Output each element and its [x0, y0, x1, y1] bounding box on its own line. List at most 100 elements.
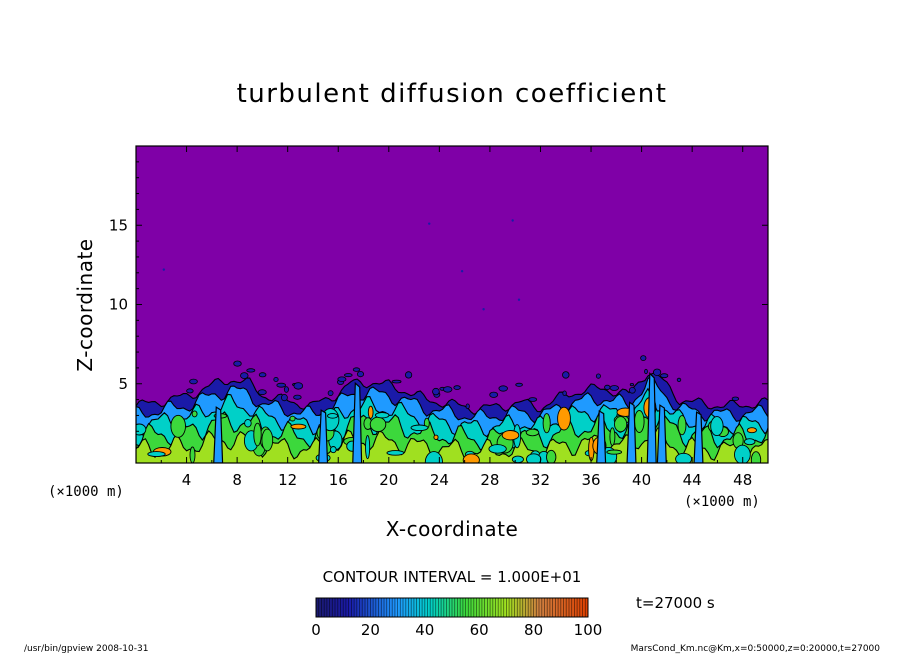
plume-column — [693, 411, 704, 463]
x-tick-label: 16 — [329, 471, 348, 489]
contour-patch — [710, 416, 724, 437]
contour-patch — [743, 438, 756, 446]
contour-patch — [261, 428, 274, 452]
contour-patch — [374, 412, 390, 419]
eddy — [283, 386, 289, 393]
eddy — [432, 387, 440, 396]
contour-patch — [147, 451, 166, 458]
contour-interval: CONTOUR INTERVAL = 1.000E+01 — [323, 568, 582, 586]
contour-patch — [606, 449, 623, 455]
contour-patch — [677, 415, 687, 436]
x-tick-label: 48 — [733, 471, 752, 489]
contour-patch — [488, 444, 507, 454]
eddy — [628, 386, 636, 394]
eddy — [609, 385, 620, 391]
contour-patch — [750, 451, 762, 463]
eddy — [443, 386, 453, 393]
colorbar-frame — [315, 597, 589, 618]
x-tick-label: 28 — [480, 471, 499, 489]
contour-patch — [367, 405, 374, 419]
x-tick-label: 24 — [430, 471, 449, 489]
eddy — [465, 403, 470, 410]
speck — [428, 222, 431, 225]
colorbar-tick-label: 80 — [524, 621, 543, 639]
eddy — [343, 373, 353, 378]
speck — [460, 270, 464, 273]
contour-patch — [614, 416, 628, 433]
contour-patch — [525, 428, 540, 437]
eddy — [453, 385, 461, 390]
y-tick-label: 15 — [109, 216, 128, 234]
contour-patch — [557, 406, 571, 431]
eddy — [604, 384, 611, 390]
x-tick-label: 4 — [182, 471, 192, 489]
colorbar-contour-lines — [318, 598, 586, 617]
contour-patch — [734, 444, 751, 463]
y-tick-label: 5 — [118, 375, 128, 393]
eddy — [498, 385, 508, 392]
eddy — [652, 368, 662, 376]
footer-right: MarsCond_Km.nc@Km,x=0:50000,z=0:20000,t=… — [631, 644, 881, 654]
colorbar-tick-label: 100 — [574, 621, 603, 639]
eddy — [595, 373, 601, 379]
colorbar-tick-label: 40 — [415, 621, 434, 639]
eddy — [233, 360, 242, 367]
contour-patch — [511, 455, 524, 463]
contour-patch — [244, 418, 252, 428]
colorbar-tick-label: 0 — [311, 621, 321, 639]
eddy — [676, 377, 682, 382]
contour-patch — [542, 413, 551, 434]
footer-left: /usr/bin/gpview 2008-10-31 — [24, 644, 148, 654]
colorbar-ticks: 0 20 40 60 80 100 — [311, 621, 602, 639]
eddy — [293, 394, 302, 400]
eddy — [731, 396, 740, 401]
plume-column — [646, 372, 657, 463]
eddy — [489, 391, 499, 398]
colorbar-tick-label: 60 — [470, 621, 489, 639]
contour-patch — [289, 415, 296, 422]
turbulent-field — [136, 219, 768, 463]
plume-column — [656, 404, 667, 463]
eddy — [644, 368, 648, 375]
eddy — [246, 368, 256, 373]
eddy — [404, 371, 413, 379]
eddy — [356, 370, 364, 378]
plume-column — [626, 401, 637, 463]
contour-patch — [253, 422, 262, 447]
colorbar-tick-label: 20 — [361, 621, 380, 639]
contour-patch — [386, 450, 405, 456]
eddy — [528, 397, 538, 402]
plume-column — [318, 409, 329, 463]
chart-title: turbulent diffusion coefficient — [237, 79, 668, 109]
speck — [517, 298, 521, 301]
plume-column — [352, 381, 363, 463]
contour-patch — [746, 427, 757, 434]
eddy — [189, 378, 198, 385]
plume-column — [213, 406, 224, 463]
y-axis-ticks: 5 10 15 — [109, 161, 768, 448]
x-axis-unit-right: (×1000 m) — [684, 494, 760, 510]
contour-patch — [191, 410, 198, 418]
x-tick-label: 36 — [581, 471, 600, 489]
contour-patch — [189, 446, 196, 463]
contour-patch — [136, 423, 147, 436]
x-tick-label: 20 — [379, 471, 398, 489]
eddy — [280, 393, 288, 402]
eddy — [562, 390, 567, 396]
y-tick-label: 10 — [109, 296, 128, 314]
contour-patch — [365, 435, 371, 460]
eddy — [515, 382, 523, 387]
eddy — [186, 388, 194, 394]
contour-patch — [462, 453, 480, 463]
x-tick-label: 32 — [531, 471, 550, 489]
contour-patch — [410, 424, 429, 432]
speck — [511, 219, 514, 222]
eddy — [352, 367, 361, 372]
eddy — [240, 372, 249, 380]
x-tick-label: 12 — [278, 471, 297, 489]
eddy — [276, 382, 287, 388]
eddy — [629, 382, 635, 387]
contour-patch — [609, 427, 616, 446]
x-axis-label: X-coordinate — [386, 517, 519, 541]
